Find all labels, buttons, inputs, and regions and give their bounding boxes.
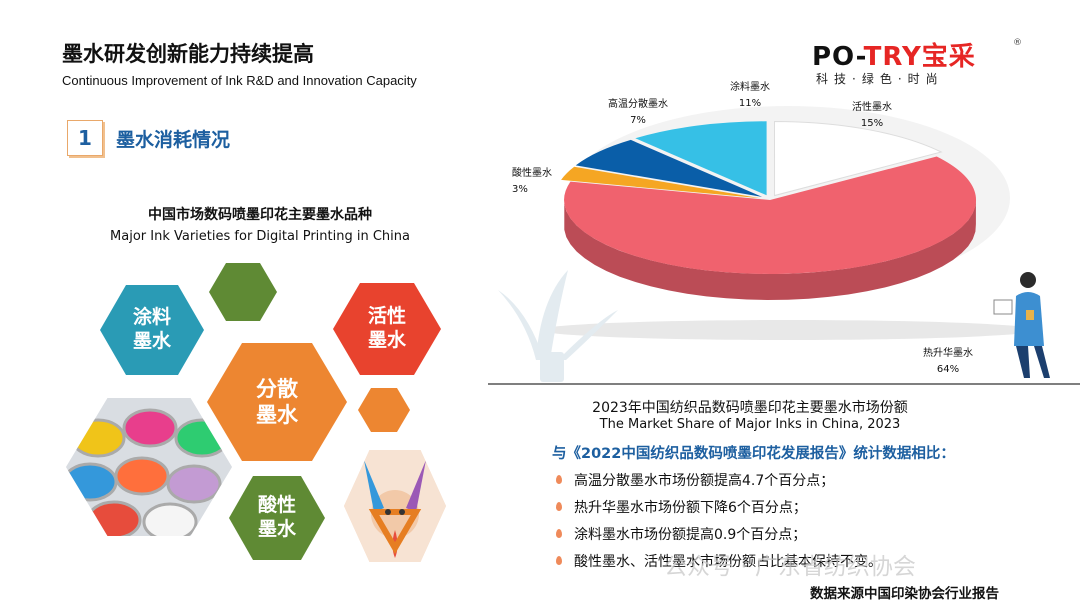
bullet-text: 酸性墨水、活性墨水市场份额占比基本保持不变。 (574, 554, 882, 570)
pie-label-hightemp-value: 7% (630, 115, 646, 126)
chart-title: 2023年中国纺织品数码喷墨印花主要墨水市场份额 (592, 400, 908, 416)
painted-hands-photo (344, 450, 446, 562)
pie-label-coating-value: 11% (738, 98, 762, 109)
bullet-item: 涂料墨水市场份额提高0.9个百分点； (556, 524, 806, 544)
pie-chart-figure (488, 106, 1080, 385)
data-source-note: 数据来源中国印染协会行业报告 (810, 586, 999, 602)
hex-reactive-ink-label: 活性 墨水 (367, 305, 406, 351)
pie-label-acid-value: 3% (512, 184, 528, 195)
logo-text-mid: TRY (863, 42, 922, 72)
pie-label-acid-name: 酸性墨水 (512, 168, 552, 179)
pie-slice-4 (773, 120, 943, 197)
bullet-dot-icon (556, 556, 562, 565)
pie-label-hightemp-disperse: 高温分散墨水 7% (596, 97, 680, 129)
pie-slice-0 (564, 156, 977, 274)
pie-label-acid: 酸性墨水 3% (512, 166, 570, 198)
pie-label-sublimation-value: 64% (936, 364, 960, 375)
bullet-dot-icon (556, 475, 562, 484)
ink-varieties-title: 中国市场数码喷墨印花主要墨水品种 (148, 207, 372, 223)
pie-label-reactive-value: 15% (860, 118, 884, 129)
hex-acid-ink: 酸性 墨水 (229, 476, 325, 560)
pie-slice-1 (561, 166, 761, 199)
pie-chart (561, 120, 977, 300)
bullet-item: 热升华墨水市场份额下降6个百分点； (556, 497, 807, 517)
pie-label-hightemp-name: 高温分散墨水 (608, 99, 668, 110)
bullet-dot-icon (556, 502, 562, 511)
painted-hands-illustration (344, 450, 446, 562)
logo-text-cn: 宝采 (921, 42, 976, 72)
bullet-text: 高温分散墨水市场份额提高4.7个百分点； (574, 473, 835, 489)
hex-coating-ink-label: 涂料 墨水 (132, 306, 171, 352)
logo-tagline: 科技·绿色·时尚 (816, 72, 944, 86)
hex-acid-ink-label: 酸性 墨水 (257, 494, 296, 540)
bullet-text: 涂料墨水市场份额提高0.9个百分点； (574, 527, 807, 543)
brand-logo: PO-TRY宝采 (812, 36, 976, 73)
bullet-item: 高温分散墨水市场份额提高4.7个百分点； (556, 470, 834, 490)
hex-decor-green (209, 263, 277, 321)
pie-label-reactive-name: 活性墨水 (852, 102, 892, 113)
pie-label-coating: 涂料墨水 11% (720, 80, 780, 112)
bullet-dot-icon (556, 529, 562, 538)
registered-mark: ® (1013, 38, 1022, 48)
ink-varieties-subtitle: Major Ink Varieties for Digital Printing… (110, 229, 410, 244)
page-subtitle: Continuous Improvement of Ink R&D and In… (62, 73, 417, 88)
pie-label-sublimation-name: 热升华墨水 (923, 348, 973, 359)
paint-cans-illustration (66, 398, 232, 536)
hex-decor-orange (358, 388, 410, 432)
chart-subtitle: The Market Share of Major Inks in China,… (599, 417, 901, 432)
hex-reactive-ink: 活性 墨水 (333, 283, 441, 375)
bullet-text: 热升华墨水市场份额下降6个百分点； (574, 500, 807, 516)
hex-coating-ink: 涂料 墨水 (100, 285, 204, 375)
pie-slice-2 (575, 139, 763, 197)
pie-label-coating-name: 涂料墨水 (730, 82, 770, 93)
pie-slice-side-0 (564, 198, 976, 300)
bullet-item: 酸性墨水、活性墨水市场份额占比基本保持不变。 (556, 551, 882, 571)
comparison-heading: 与《2022中国纺织品数码喷墨印花发展报告》统计数据相比： (552, 446, 955, 462)
hex-disperse-ink-label: 分散 墨水 (256, 376, 298, 427)
presenter-figure (993, 272, 1050, 378)
watermark: 公众号 · 广东省纺织协会 (664, 554, 916, 580)
hex-disperse-ink: 分散 墨水 (207, 343, 347, 461)
section-label: 墨水消耗情况 (116, 129, 231, 151)
section-number: 1 (67, 120, 103, 156)
logo-text-left: PO- (812, 42, 864, 72)
pie-label-reactive: 活性墨水 15% (842, 100, 902, 132)
page-title: 墨水研发创新能力持续提高 (62, 42, 314, 66)
pie-label-sublimation: 热升华墨水 64% (912, 346, 984, 378)
paint-cans-image (66, 398, 232, 536)
pie-slice-3 (635, 121, 767, 196)
